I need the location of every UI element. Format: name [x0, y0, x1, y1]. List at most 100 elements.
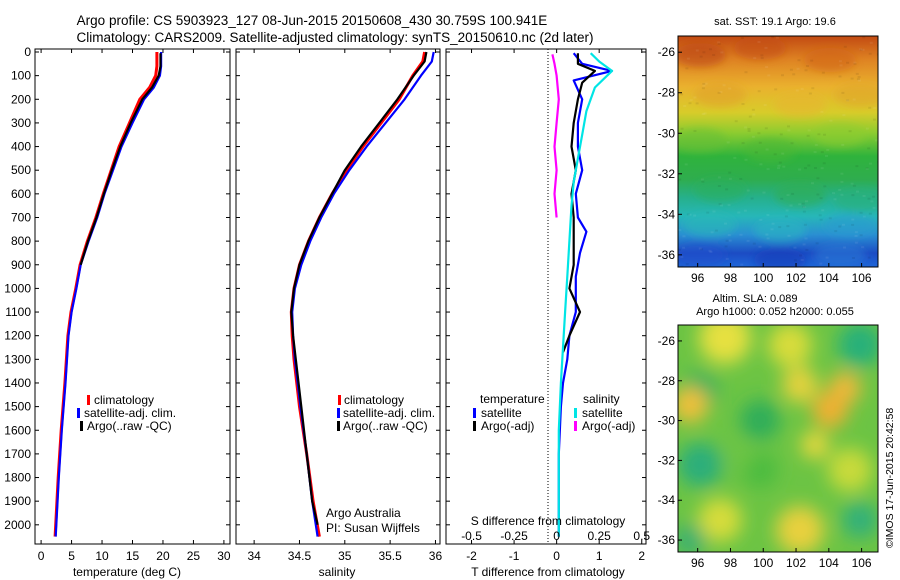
s-tick-label: -0.5 [461, 529, 482, 543]
map-x-tick-label: 98 [724, 556, 738, 570]
s-tick-label: 0.5 [633, 529, 650, 543]
s-tick-label: 0.25 [588, 529, 612, 543]
legend-label-satellite: satellite-adj. clim. [343, 406, 435, 420]
map-y-tick-label: -28 [658, 374, 676, 388]
legend-label-t-argo: Argo(-adj) [481, 419, 534, 433]
salinity-argo-adj-line [551, 54, 560, 218]
depth-tick-label: 1400 [4, 376, 31, 390]
x-tick-label: 10 [95, 549, 109, 563]
salinity-panel: 34 34.5 35 35.5 36 climatology satellite-adj… [235, 48, 442, 579]
depth-tick-label: 800 [11, 234, 31, 248]
legend-swatch-argo [80, 421, 83, 431]
depth-tick-label: 1600 [4, 423, 31, 437]
depth-tick-label: 1200 [4, 329, 31, 343]
x-tick-label: 1 [596, 549, 603, 563]
x-tick-label: 5 [68, 549, 75, 563]
map-y-tick-label: -36 [658, 248, 676, 262]
temperature-panel: 0100200300400500600700800900100011001200… [4, 45, 231, 579]
legend-title-salinity: salinity [583, 392, 620, 406]
salinity-xlabel: salinity [319, 565, 356, 579]
sla-map-title-line1: Altim. SLA: 0.089 [713, 293, 798, 305]
map-y-tick-label: -34 [658, 207, 676, 221]
map-y-tick-label: -28 [658, 86, 676, 100]
s-tick-label: 0 [553, 529, 560, 543]
figure-title-line1: Argo profile: CS 5903923_127 08-Jun-2015… [77, 13, 548, 28]
x-tick-label: 35.5 [378, 549, 402, 563]
depth-tick-label: 1700 [4, 447, 31, 461]
map-x-tick-label: 104 [819, 556, 839, 570]
sst-map-title: sat. SST: 19.1 Argo: 19.6 [714, 16, 836, 28]
sla-map-image [678, 325, 878, 552]
map-x-tick-label: 100 [753, 556, 773, 570]
legend-swatch-satellite [77, 408, 80, 418]
sst-map-frame [677, 35, 879, 268]
t-difference-label: T difference from climatology [471, 565, 625, 579]
depth-tick-label: 700 [11, 210, 31, 224]
legend-label-t-satellite: satellite [481, 406, 522, 420]
x-tick-label: 0 [553, 549, 560, 563]
depth-tick-label: 1500 [4, 400, 31, 414]
s-difference-label: S difference from climatology [471, 514, 626, 528]
map-x-tick-label: 96 [691, 271, 705, 285]
x-tick-label: 34.5 [288, 549, 312, 563]
x-tick-label: 30 [217, 549, 231, 563]
depth-tick-label: 500 [11, 163, 31, 177]
depth-tick-label: 1300 [4, 352, 31, 366]
argo-australia-note: Argo Australia [326, 506, 401, 520]
legend-label-climatology: climatology [344, 393, 404, 407]
pi-note: PI: Susan Wijffels [326, 521, 420, 535]
depth-tick-label: 0 [24, 45, 31, 59]
depth-tick-label: 1000 [4, 281, 31, 295]
sla-map-title-line2: Argo h1000: 0.052 h2000: 0.055 [696, 306, 854, 318]
map-y-tick-label: -32 [658, 453, 676, 467]
x-tick-label: -2 [466, 549, 477, 563]
map-y-tick-label: -30 [658, 414, 676, 428]
x-tick-label: 15 [126, 549, 140, 563]
temperature-xlabel: temperature (deg C) [73, 565, 181, 579]
map-x-tick-label: 102 [786, 556, 806, 570]
legend-title-temperature: temperature [480, 392, 545, 406]
map-x-tick-label: 106 [852, 556, 872, 570]
x-tick-label: 34 [247, 549, 261, 563]
sst-map-panel: sat. SST: 19.1 Argo: 19.6 96 98 100 102 104 1… [658, 16, 879, 285]
x-tick-label: 35 [338, 549, 352, 563]
depth-tick-label: 600 [11, 187, 31, 201]
map-y-tick-label: -26 [658, 45, 676, 59]
x-tick-label: -1 [509, 549, 520, 563]
x-tick-label: 0 [38, 549, 45, 563]
map-x-tick-label: 96 [691, 556, 705, 570]
temperature-legend: climatology satellite-adj. clim. Argo(..… [77, 393, 176, 433]
depth-tick-label: 100 [11, 69, 31, 83]
x-tick-label: 2 [638, 549, 645, 563]
depth-tick-label: 1900 [4, 494, 31, 508]
legend-swatch-climatology [338, 395, 341, 405]
argo-raw-qc-line [290, 51, 428, 526]
salinity-plot-frame [235, 48, 441, 545]
difference-legend: temperature salinity satellite Argo(-adj… [473, 392, 635, 433]
map-y-tick-label: -36 [658, 533, 676, 547]
depth-tick-label: 400 [11, 140, 31, 154]
legend-swatch-satellite [337, 408, 340, 418]
difference-plot-frame [445, 48, 647, 545]
x-tick-label: 20 [156, 549, 170, 563]
figure-title-line2: Climatology: CARS2009. Satellite-adjuste… [76, 30, 593, 45]
temperature-plot-frame [34, 48, 231, 545]
legend-label-s-satellite: satellite [582, 406, 623, 420]
legend-label-climatology: climatology [94, 393, 154, 407]
depth-tick-label: 1800 [4, 471, 31, 485]
depth-tick-label: 900 [11, 258, 31, 272]
map-y-tick-label: -30 [658, 126, 676, 140]
legend-swatch-t-satellite [473, 408, 476, 418]
map-y-tick-label: -26 [658, 334, 676, 348]
legend-swatch-s-satellite [574, 408, 577, 418]
depth-tick-label: 2000 [4, 518, 31, 532]
imos-timestamp: ©IMOS 17-Jun-2015 20:42:58 [884, 408, 896, 548]
temperature-satellite-line [557, 52, 614, 537]
s-tick-label: -0.25 [500, 529, 528, 543]
difference-panel: -2 -1 0 1 2 temperature salinity satellite A… [445, 48, 650, 579]
salinity-satellite-line [557, 52, 614, 537]
legend-label-satellite: satellite-adj. clim. [84, 406, 176, 420]
x-tick-label: 25 [187, 549, 201, 563]
map-x-tick-label: 104 [819, 271, 839, 285]
salinity-legend: climatology satellite-adj. clim. Argo(..… [337, 393, 435, 433]
